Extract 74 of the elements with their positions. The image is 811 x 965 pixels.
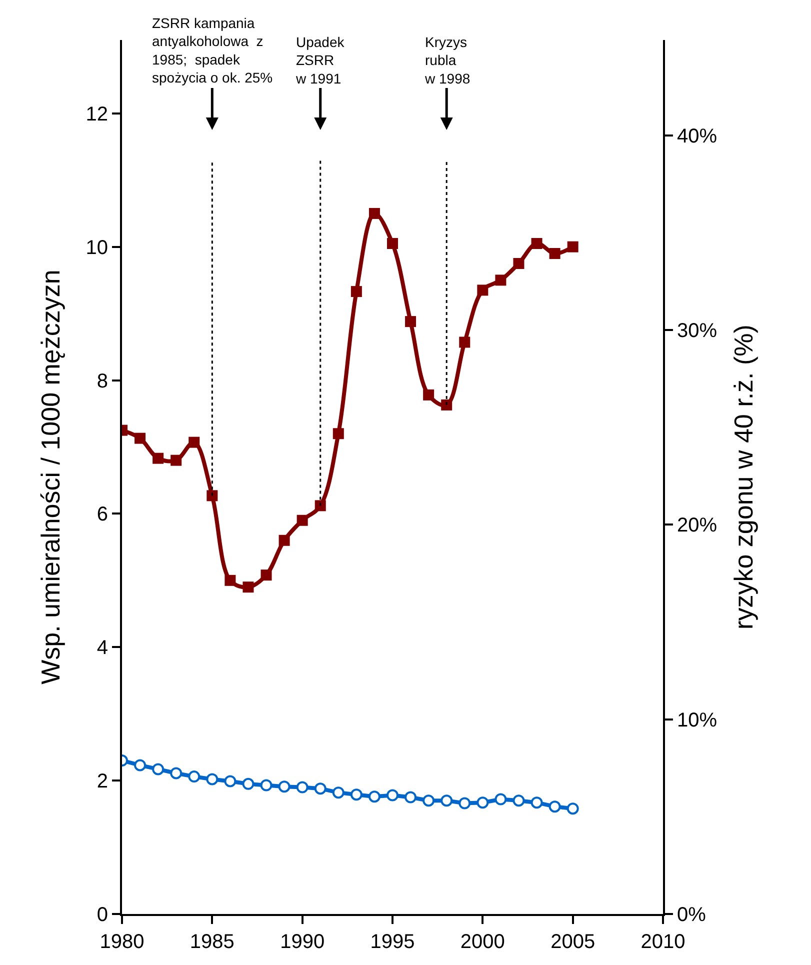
- point: [567, 241, 578, 252]
- point: [494, 793, 507, 806]
- point: [441, 399, 452, 410]
- y2-tick-label: 20%: [677, 514, 718, 537]
- point: [224, 574, 236, 586]
- point: [422, 794, 435, 807]
- y-tick-label: 2: [96, 770, 108, 793]
- point: [314, 782, 326, 795]
- point: [296, 514, 308, 526]
- y2-tick-label: 30%: [677, 320, 718, 342]
- point: [224, 775, 236, 788]
- y-tick-label: 6: [96, 504, 108, 526]
- point: [242, 778, 254, 790]
- point: [152, 452, 164, 464]
- point: [512, 794, 525, 807]
- point: [260, 779, 272, 792]
- point: [350, 286, 362, 298]
- x-tick-label: 2000: [460, 931, 505, 953]
- y2-axis-title: ryzyko zgonu w 40 r.ż. (%): [728, 324, 758, 630]
- point: [314, 500, 326, 512]
- point: [170, 454, 182, 466]
- point: [387, 238, 398, 249]
- point: [476, 796, 489, 809]
- y2-tick-label: 10%: [677, 709, 718, 732]
- y-axis-title: Wsp. umieralności / 1000 mężczyzn: [36, 270, 66, 684]
- point: [423, 389, 434, 400]
- point: [242, 582, 254, 593]
- x-tick-label: 2010: [640, 931, 686, 953]
- point: [548, 800, 561, 813]
- point: [549, 248, 560, 259]
- point: [368, 790, 380, 803]
- point: [134, 432, 146, 444]
- annotation: ZSRR kampania antyalkoholowa z 1985; spadek spożycia o ok. 25%: [152, 15, 273, 86]
- point: [188, 770, 200, 783]
- point: [332, 786, 344, 799]
- annotation: Kryzys rubla w 1998: [424, 34, 470, 86]
- y-tick-label: 4: [96, 637, 108, 660]
- point: [260, 570, 272, 581]
- point: [188, 436, 200, 448]
- y-tick-label: 12: [86, 103, 108, 126]
- point: [530, 796, 543, 809]
- y2-tick-label: 40%: [677, 125, 718, 148]
- point: [459, 336, 470, 348]
- point: [531, 238, 542, 249]
- x-tick-label: 1980: [100, 931, 144, 953]
- point: [405, 316, 416, 328]
- point: [404, 791, 417, 804]
- point: [458, 797, 471, 810]
- y2-tick-label: 0%: [677, 904, 706, 926]
- point: [566, 802, 579, 815]
- point: [368, 208, 380, 219]
- point: [495, 274, 506, 286]
- point: [513, 258, 524, 269]
- y-tick-label: 10: [86, 236, 108, 259]
- point: [386, 789, 398, 802]
- point: [206, 490, 218, 502]
- point: [350, 788, 362, 801]
- x-tick-label: 1985: [190, 931, 234, 953]
- y-tick-label: 0: [96, 904, 108, 926]
- point: [206, 773, 218, 786]
- x-tick-label: 1990: [280, 931, 325, 953]
- point: [170, 767, 182, 780]
- point: [278, 534, 290, 546]
- point: [440, 794, 453, 807]
- y-tick-label: 8: [96, 370, 108, 392]
- x-tick-label: 1995: [370, 931, 415, 953]
- point: [278, 780, 290, 793]
- point: [296, 781, 308, 794]
- point: [134, 759, 146, 772]
- point: [477, 284, 488, 296]
- point: [332, 428, 344, 440]
- point: [152, 763, 164, 776]
- x-tick-label: 2005: [550, 931, 596, 953]
- annotation: Upadek ZSRR w 1991: [295, 34, 346, 86]
